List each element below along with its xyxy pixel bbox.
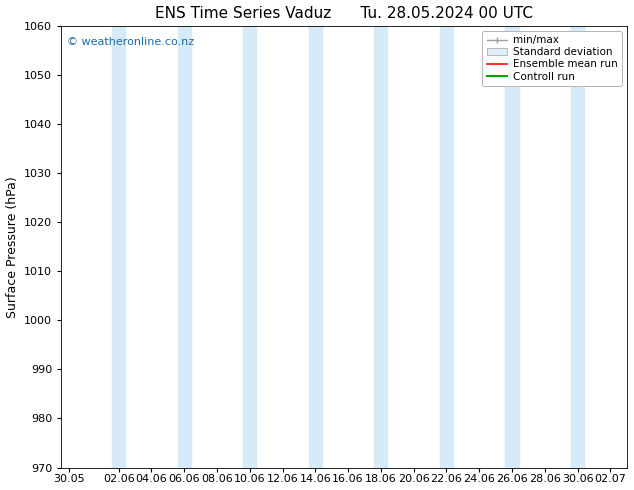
Bar (309, 26, 322, 467)
Y-axis label: Surface Pressure (hPa): Surface Pressure (hPa) (6, 176, 18, 318)
Text: © weatheronline.co.nz: © weatheronline.co.nz (67, 37, 194, 47)
Bar (571, 26, 584, 467)
Legend: min/max, Standard deviation, Ensemble mean run, Controll run: min/max, Standard deviation, Ensemble me… (482, 31, 621, 86)
Bar (505, 26, 519, 467)
Bar (374, 26, 387, 467)
Title: ENS Time Series Vaduz      Tu. 28.05.2024 00 UTC: ENS Time Series Vaduz Tu. 28.05.2024 00 … (155, 5, 533, 21)
Bar (178, 26, 191, 467)
Bar (440, 26, 453, 467)
Bar (243, 26, 256, 467)
Bar (112, 26, 125, 467)
